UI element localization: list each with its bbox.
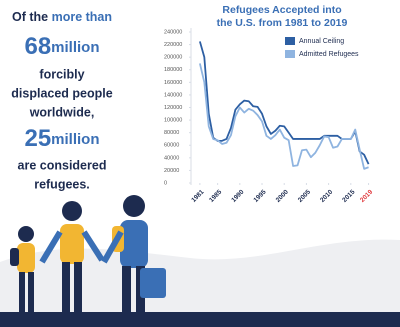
stat-line: 25million: [24, 125, 99, 152]
y-tick-label: 60000: [164, 143, 179, 149]
legend-label: Admitted Refugees: [299, 51, 359, 58]
series-line: [199, 63, 369, 170]
y-tick-label: 240000: [164, 29, 182, 35]
series-line: [199, 41, 370, 165]
legend-swatch: [285, 37, 295, 45]
y-tick-label: 140000: [164, 92, 182, 98]
chart-title: Refugees Accepted into: [222, 4, 341, 16]
stat-line: 68million: [24, 33, 99, 60]
y-tick-label: 180000: [164, 67, 182, 73]
intro-text: Of the more than 68million forcibly disp…: [11, 10, 112, 191]
text: Of the: [12, 10, 48, 24]
y-tick-label: 40000: [164, 155, 179, 161]
text: more than: [52, 10, 112, 24]
legend-swatch: [285, 50, 295, 58]
intro-line: displaced people: [11, 86, 112, 100]
ground-strip: [0, 312, 400, 327]
stat-number: 68: [24, 33, 51, 60]
stat-unit: million: [51, 131, 99, 148]
chart-title: the U.S. from 1981 to 2019: [217, 17, 348, 29]
y-tick-label: 80000: [164, 130, 179, 136]
intro-line: forcibly: [39, 67, 84, 81]
y-tick-label: 160000: [164, 80, 182, 86]
y-tick-label: 120000: [164, 105, 182, 111]
intro-line: refugees.: [34, 177, 90, 191]
legend-label: Annual Ceiling: [299, 38, 344, 45]
y-tick-label: 20000: [164, 168, 179, 174]
family-illustration: [10, 195, 166, 312]
intro-line: worldwide,: [29, 105, 95, 119]
legend-box: [282, 36, 372, 64]
intro-line: Of the more than: [12, 10, 112, 24]
stat-number: 25: [24, 125, 51, 152]
intro-line: are considered: [18, 158, 107, 172]
y-tick-label: 200000: [164, 55, 182, 61]
y-tick-label: 100000: [164, 118, 182, 124]
y-tick-label: 220000: [164, 42, 182, 48]
y-tick-label: 0: [164, 180, 167, 186]
stat-unit: million: [51, 39, 99, 56]
